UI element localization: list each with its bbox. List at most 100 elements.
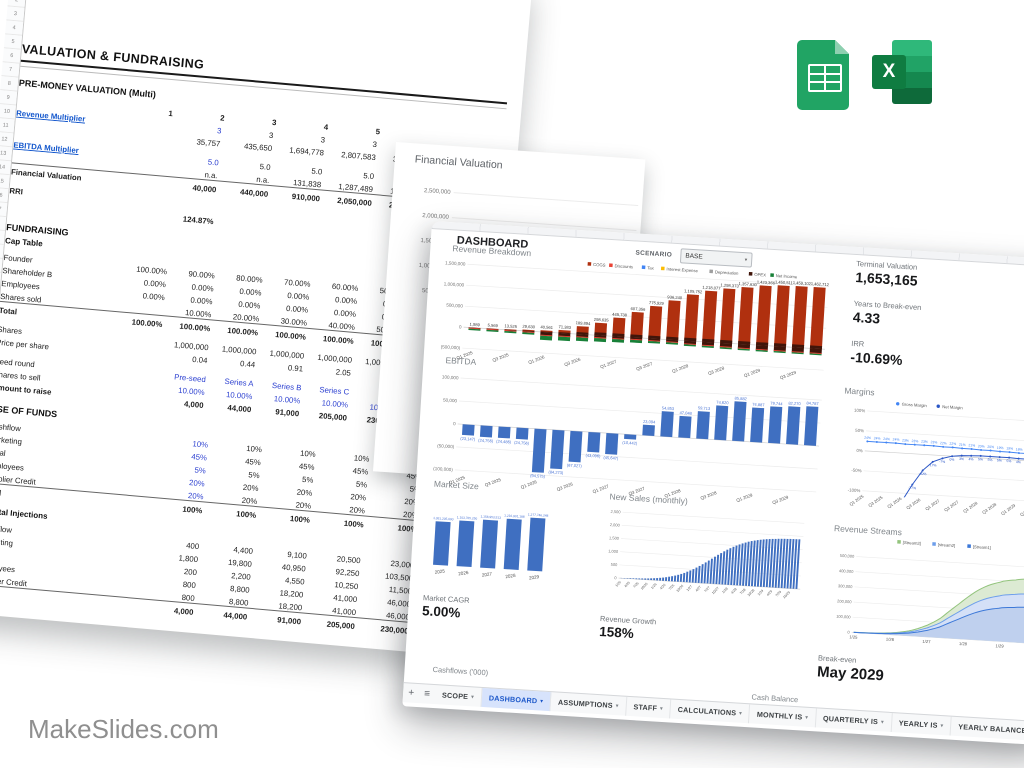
svg-text:71,383: 71,383 <box>558 324 572 330</box>
svg-text:(24,756): (24,756) <box>478 438 494 444</box>
svg-text:1,298,373: 1,298,373 <box>720 282 739 288</box>
svg-text:Q3 2028: Q3 2028 <box>707 365 725 376</box>
row-number: 8 <box>0 76 19 92</box>
gridline <box>453 192 639 207</box>
svg-text:Interest Expense: Interest Expense <box>666 266 698 273</box>
column-header: 2028 <box>213 651 264 658</box>
financial-valuation-chart-title: Financial Valuation <box>414 153 503 172</box>
svg-text:1,103,765,250: 1,103,765,250 <box>457 515 478 520</box>
svg-text:Tax: Tax <box>647 265 655 270</box>
table-cell: 4,000 <box>183 399 204 411</box>
svg-text:100%: 100% <box>854 408 866 414</box>
svg-text:-100%: -100% <box>848 487 861 493</box>
series-net-margin: -77%-40%-17%-7%0%3%4%5%5%5%5%4%4%4%3% <box>860 454 1024 507</box>
sheet-tab-quarterly-is[interactable]: QUARTERLY IS ▾ <box>815 708 893 732</box>
bars: (23,147) (24,756) (24,486) (24,756)(94,575)… <box>460 396 819 479</box>
svg-text:(23,147): (23,147) <box>460 436 476 442</box>
svg-text:(24,756): (24,756) <box>514 440 530 446</box>
svg-text:13,525: 13,525 <box>504 323 518 329</box>
kpi-value: May 2029 <box>816 663 885 685</box>
svg-text:Q3 2027: Q3 2027 <box>628 486 646 497</box>
google-sheets-icon <box>797 40 849 110</box>
svg-text:1,423,366: 1,423,366 <box>757 279 776 285</box>
table-cell: 230,000 <box>380 624 409 636</box>
scenario-value: BASE <box>685 252 703 261</box>
svg-text:Q1 2029: Q1 2029 <box>1000 502 1017 516</box>
row-number: 10 <box>0 104 16 120</box>
svg-text:2,000: 2,000 <box>610 522 621 528</box>
svg-text:4/27: 4/27 <box>695 585 703 593</box>
svg-text:400,000: 400,000 <box>839 568 855 574</box>
x-axis-labels: 1/25 4/25 7/25 10/25 1/26 4/26 7/26 10/26 1/27 4/… <box>615 580 791 599</box>
cashflows-title: Cashflows ('000) <box>432 664 489 678</box>
svg-text:0: 0 <box>453 421 456 426</box>
svg-text:(10,442): (10,442) <box>622 440 638 446</box>
table-cell: 124.87% <box>182 214 214 227</box>
svg-text:82,270: 82,270 <box>788 400 801 406</box>
svg-text:-77%: -77% <box>908 486 916 490</box>
y-axis-label: 2,500,000 <box>423 187 451 196</box>
kpi-value: 158% <box>598 623 635 642</box>
table-cell: 100% <box>289 514 311 525</box>
sheet-tab-monthly-is[interactable]: MONTHLY IS ▾ <box>749 704 817 728</box>
sheet-tab-calculations[interactable]: CALCULATIONS ▾ <box>670 699 751 724</box>
svg-text:1,218,077: 1,218,077 <box>702 285 721 291</box>
svg-text:Q3 2025: Q3 2025 <box>867 494 884 508</box>
svg-text:Q1 2025: Q1 2025 <box>448 475 466 486</box>
svg-text:COGS: COGS <box>593 262 606 268</box>
svg-text:20%: 20% <box>978 444 985 448</box>
svg-text:22%: 22% <box>940 441 947 445</box>
svg-text:Q1 2026: Q1 2026 <box>528 354 546 365</box>
row-number: 9 <box>0 90 18 106</box>
svg-text:1,105,752: 1,105,752 <box>684 288 703 294</box>
all-sheets-menu-icon[interactable]: ≡ <box>423 688 431 700</box>
svg-text:Q3 2026: Q3 2026 <box>556 481 574 492</box>
sheet-tab-scope[interactable]: SCOPE ▾ <box>434 685 483 707</box>
svg-text:1,000: 1,000 <box>608 548 619 554</box>
svg-text:5%: 5% <box>978 457 983 461</box>
svg-text:10/25: 10/25 <box>640 582 649 591</box>
svg-text:1/25: 1/25 <box>849 634 858 640</box>
svg-text:85,882: 85,882 <box>734 396 747 402</box>
svg-text:1/29: 1/29 <box>757 589 765 597</box>
kpi-break-even: Break-even May 2029 <box>817 653 885 684</box>
svg-text:20%: 20% <box>987 445 994 449</box>
scenario-label: SCENARIO <box>635 249 673 259</box>
svg-text:Q3 2027: Q3 2027 <box>635 361 653 372</box>
column-header: 2029 <box>263 655 314 657</box>
chevron-down-icon: ▾ <box>744 256 748 263</box>
kpi-market-cagr: Market CAGR 5.00% <box>422 593 470 621</box>
sheet-tab-staff[interactable]: STAFF ▾ <box>625 696 672 719</box>
grid: 100% 50% 0% -50% -100% <box>848 408 1024 503</box>
table-cell: 5.00% <box>111 655 162 658</box>
table-cell: 100% <box>397 523 418 535</box>
svg-text:2025: 2025 <box>434 568 445 575</box>
kpi-revenue-growth: Revenue Growth 158% <box>599 614 657 642</box>
svg-text:0: 0 <box>459 324 462 329</box>
sheet-tab-dashboard[interactable]: DASHBOARD ▾ <box>481 687 552 712</box>
svg-text:1,216,901,188: 1,216,901,188 <box>504 514 525 519</box>
sheet-tab-yearly-is[interactable]: YEARLY IS ▾ <box>891 713 952 736</box>
sheet-tab-assumptions[interactable]: ASSUMPTIONS ▾ <box>550 692 628 716</box>
svg-text:19%: 19% <box>1006 446 1013 450</box>
row-number: 17 <box>0 201 8 218</box>
svg-text:Q3 2029: Q3 2029 <box>772 494 790 505</box>
svg-text:Net Income: Net Income <box>776 273 798 279</box>
svg-text:7/26: 7/26 <box>668 583 676 591</box>
svg-text:1,989: 1,989 <box>469 322 480 328</box>
svg-text:24%: 24% <box>883 437 890 441</box>
add-sheet-button[interactable]: + <box>407 687 415 699</box>
svg-text:Q1 2029: Q1 2029 <box>743 367 761 378</box>
svg-text:-17%: -17% <box>928 463 936 467</box>
svg-text:500,000: 500,000 <box>446 303 463 309</box>
svg-text:7/28: 7/28 <box>739 588 747 596</box>
svg-text:1/28: 1/28 <box>959 641 968 647</box>
svg-text:1/27: 1/27 <box>922 639 931 645</box>
sheet-tab-yearly-balance[interactable]: YEARLY BALANCE▾ <box>950 716 1024 742</box>
table-cell: 44,000 <box>227 403 252 415</box>
svg-text:[Stream3]: [Stream3] <box>903 540 921 546</box>
svg-text:0%: 0% <box>949 458 954 462</box>
svg-text:Q3 2028: Q3 2028 <box>700 490 718 501</box>
